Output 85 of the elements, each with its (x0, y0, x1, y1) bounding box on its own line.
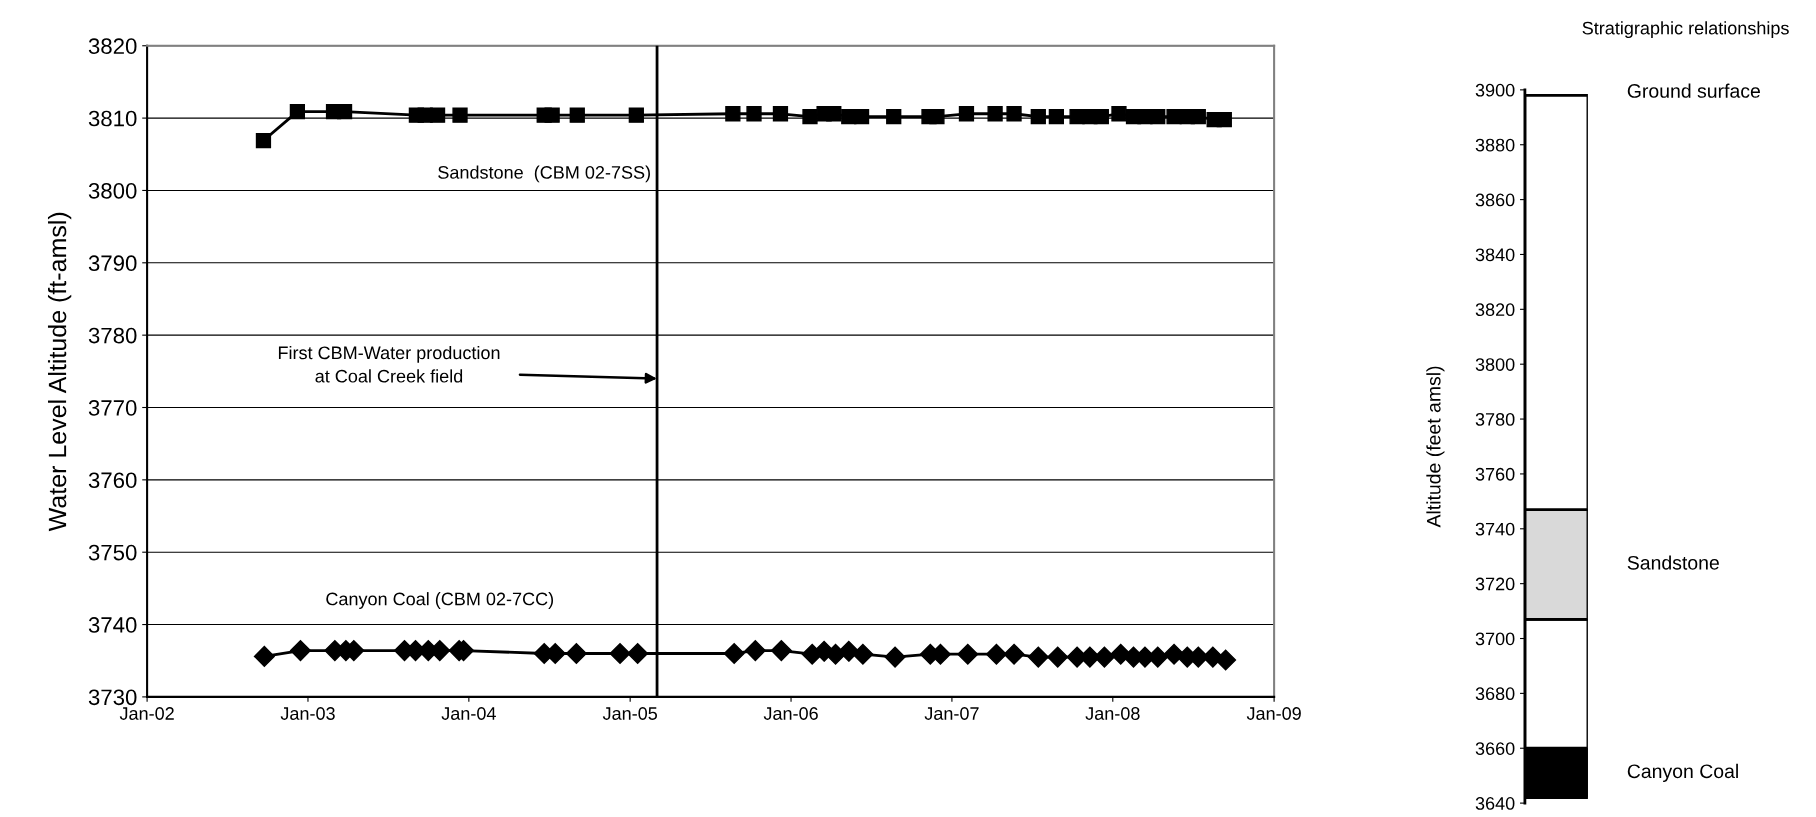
point (1003, 643, 1025, 665)
chart-title: Stratigraphic relationships (1582, 21, 1789, 39)
point (957, 643, 979, 665)
y-tick-label: 3800 (88, 182, 137, 199)
point (336, 103, 353, 120)
point (1030, 109, 1046, 125)
y-tick-label: 3880 (1475, 138, 1515, 152)
point (987, 106, 1003, 122)
point (565, 642, 587, 665)
y-axis-title: Water Level Altitude (ft-amsl) (47, 212, 72, 532)
y-tick-label: 3760 (1475, 467, 1515, 481)
y-tick-label: 3740 (88, 617, 137, 633)
point (802, 109, 818, 125)
point (958, 106, 975, 122)
y-tick-label: 3660 (1475, 742, 1515, 755)
x-tick-label: Jan-08 (1085, 707, 1140, 720)
point (744, 640, 766, 662)
point (826, 106, 842, 122)
text: Sandstone (1627, 555, 1719, 570)
y-tick-label: 3780 (88, 327, 137, 344)
y-tick-label: 3750 (88, 544, 137, 561)
y-tick-label: 3860 (1475, 193, 1515, 207)
x-tick-label: Jan-06 (763, 707, 818, 720)
point (1047, 646, 1069, 668)
point (1166, 109, 1182, 125)
x-tick-label: Jan-09 (1246, 707, 1301, 720)
point (852, 643, 874, 665)
y-tick-label: 3680 (1475, 687, 1515, 701)
annotation: Ground surface (1627, 83, 1760, 98)
y-tick-label: 3730 (88, 689, 137, 706)
point (853, 109, 870, 125)
point (609, 642, 631, 665)
y-tick-label: 3820 (88, 38, 137, 55)
point (1093, 109, 1109, 125)
point (452, 107, 468, 123)
point (1215, 649, 1237, 671)
point (725, 106, 741, 122)
y-axis-title: Altitude (feet amsl) (1426, 366, 1445, 528)
point (746, 106, 762, 122)
point (429, 107, 446, 123)
text: Canyon Coal (1627, 763, 1738, 782)
point (1190, 109, 1206, 125)
point (838, 640, 860, 662)
point (1150, 109, 1166, 125)
point (723, 642, 745, 665)
y-tick-label: 3810 (88, 110, 137, 127)
y-tick-label: 3800 (1475, 358, 1515, 371)
y-tick-label: 3840 (1475, 248, 1515, 262)
y-tick-label: 3790 (88, 255, 137, 272)
x-tick-label: Jan-04 (441, 707, 496, 720)
point (627, 642, 649, 665)
y-tick-label: 3760 (88, 472, 137, 489)
y-tick-label: 3700 (1475, 632, 1515, 646)
point (1006, 106, 1022, 122)
point (569, 107, 585, 123)
text: Sandstone (CBM 02-7SS) (438, 165, 650, 183)
point (1048, 109, 1065, 125)
point (289, 103, 306, 120)
point (884, 646, 906, 668)
point (289, 640, 311, 662)
point (1111, 106, 1127, 122)
x-tick-label: Jan-05 (602, 707, 658, 720)
point (628, 107, 644, 123)
point (886, 109, 902, 125)
y-tick-label: 3740 (1475, 522, 1515, 536)
y-tick-label: 3780 (1475, 412, 1515, 426)
point (544, 107, 560, 123)
annotation: First CBM-Water production at Coal Creek field (278, 345, 500, 383)
y-tick-label: 3720 (1475, 577, 1515, 591)
point (772, 106, 789, 122)
point (985, 643, 1007, 665)
x-tick-label: Jan-02 (119, 707, 174, 720)
x-tick-label: Jan-03 (280, 707, 335, 720)
point (1216, 111, 1232, 128)
point (770, 640, 792, 662)
point (929, 109, 945, 125)
y-tick-label: 3900 (1475, 83, 1515, 97)
point (1027, 646, 1049, 668)
y-tick-label: 3820 (1475, 303, 1515, 317)
x-tick-label: Jan-07 (924, 707, 979, 720)
y-tick-label: 3770 (88, 400, 137, 416)
point (255, 132, 272, 149)
y-tick-label: 3640 (1475, 797, 1515, 810)
point (253, 645, 275, 667)
series-label: Canyon Coal (CBM 02-7CC) (326, 592, 554, 609)
